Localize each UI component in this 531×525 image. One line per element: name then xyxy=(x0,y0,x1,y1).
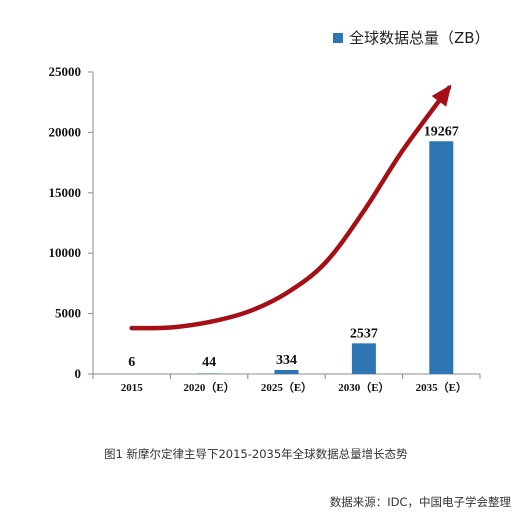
data-label: 19267 xyxy=(424,124,459,139)
x-tick-label: 2035（E） xyxy=(416,381,467,394)
bars xyxy=(119,141,454,374)
chart-axes xyxy=(88,71,481,379)
bar xyxy=(274,369,299,374)
data-label: 2537 xyxy=(350,326,378,341)
bar xyxy=(429,141,454,374)
figure-caption: 图1 新摩尔定律主导下2015-2035年全球数据总量增长态势 xyxy=(104,447,408,461)
x-tick-labels: 2015 2020（E） 2025（E） 2030（E） 2035（E） xyxy=(121,381,467,394)
y-tick-labels: 0 5000 10000 15000 20000 25000 xyxy=(49,64,82,381)
x-tick-label: 2015 xyxy=(121,382,144,394)
y-tick-label: 10000 xyxy=(49,245,82,260)
y-tick-label: 15000 xyxy=(49,185,82,200)
x-tick-label: 2020（E） xyxy=(183,381,234,394)
trend-arrow xyxy=(129,84,452,331)
y-tick-label: 25000 xyxy=(49,64,82,79)
legend-swatch xyxy=(333,32,343,43)
x-tick-label: 2025（E） xyxy=(261,381,312,394)
y-tick-label: 5000 xyxy=(55,306,81,321)
y-tick-label: 20000 xyxy=(49,124,82,139)
bar xyxy=(351,343,376,374)
data-label: 6 xyxy=(128,355,135,370)
y-tick-label: 0 xyxy=(75,366,82,381)
bar xyxy=(197,373,222,374)
x-tick-label: 2030（E） xyxy=(338,381,389,394)
trend-arrowhead xyxy=(431,84,452,107)
data-source-note: 数据来源：IDC，中国电子学会整理 xyxy=(329,495,511,509)
data-label: 44 xyxy=(202,355,216,370)
bar-chart: 0 5000 10000 15000 20000 25000 6 44 334 2537 1926… xyxy=(49,64,481,394)
legend: 全球数据总量（ZB） xyxy=(333,27,490,48)
data-labels: 6 44 334 2537 19267 xyxy=(128,124,459,370)
trend-curve xyxy=(129,85,452,331)
legend-label: 全球数据总量（ZB） xyxy=(349,29,490,47)
data-label: 334 xyxy=(276,353,297,368)
